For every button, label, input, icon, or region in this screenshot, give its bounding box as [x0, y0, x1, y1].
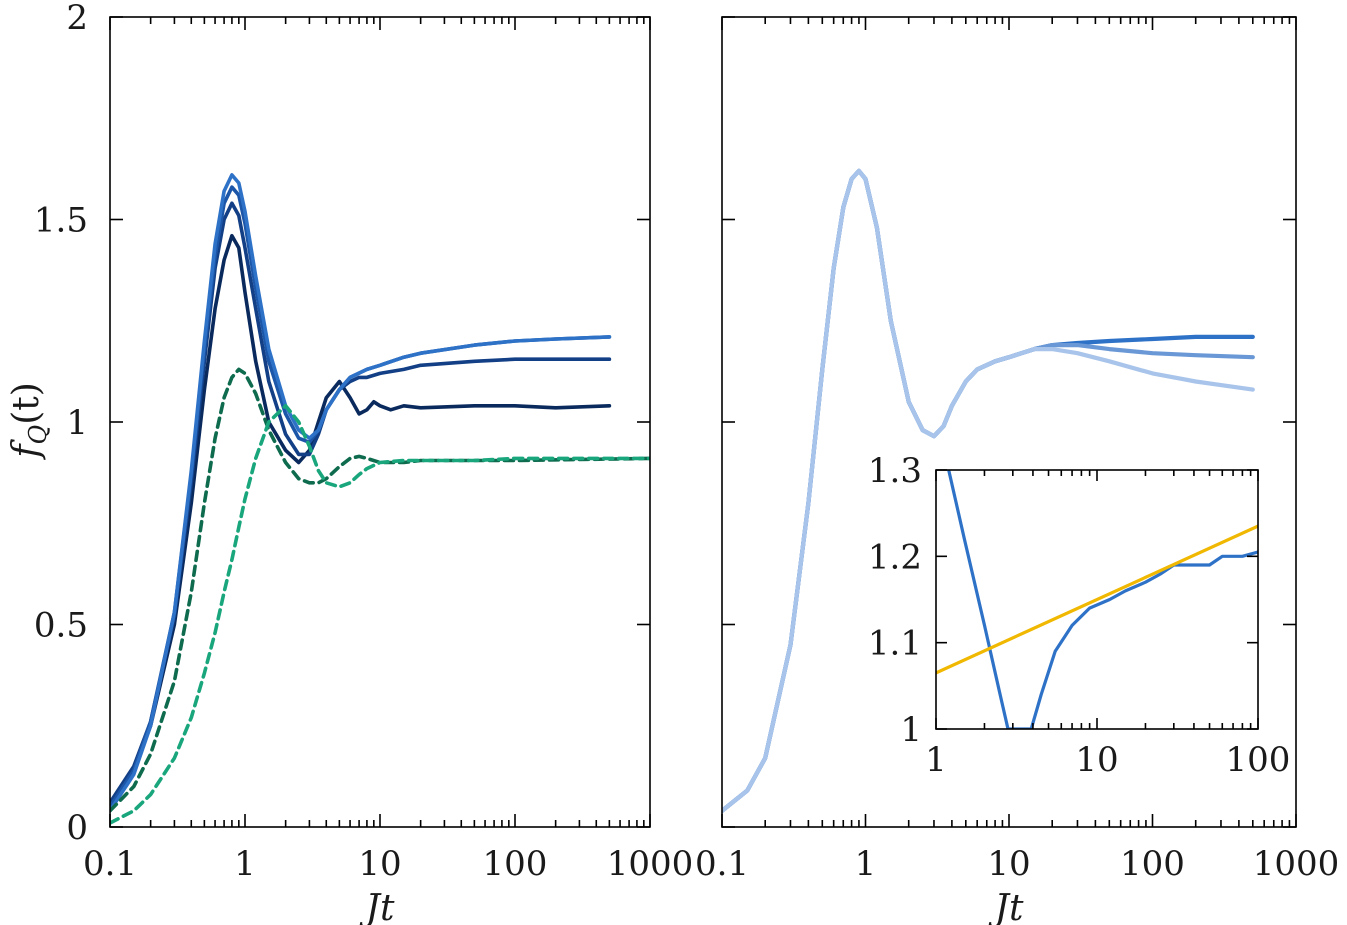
y-tick-label: 1.2	[868, 537, 922, 577]
x-tick-label: 1000	[607, 844, 694, 884]
x-tick-label: 100	[1226, 740, 1291, 780]
series-inset-data	[947, 470, 1258, 729]
y-tick-label: 2	[66, 0, 88, 38]
x-tick-label: 1	[925, 740, 947, 780]
x-tick-label: 10	[358, 844, 401, 884]
y-tick-label: 1	[900, 710, 922, 750]
x-tick-label: 0.1	[695, 844, 749, 884]
series-blue-3	[110, 185, 612, 809]
inset-panel: 1 10 100 1 1.1 1.2 1.3	[868, 451, 1291, 780]
x-axis-label: Jt	[988, 888, 1024, 925]
x-tick-label: 10	[987, 844, 1030, 884]
x-tick-label: 1	[234, 844, 256, 884]
y-tick-label: 1.3	[868, 451, 922, 491]
series-green-dark	[110, 367, 650, 813]
y-tick-label: 1.5	[34, 201, 88, 241]
x-tick-label: 100	[483, 844, 548, 884]
y-tick-label: 0.5	[34, 606, 88, 646]
series-inset-fit	[936, 524, 1258, 675]
y-tick-label: 1.1	[868, 624, 922, 664]
right-panel: 0.1 1 10 100 1000 Jt	[695, 16, 1340, 925]
left-panel: 0.1 1 10 100 1000 0 0.5 1 1.5 2 Jt fQ(t)	[6, 0, 693, 925]
x-tick-label: 1	[855, 844, 877, 884]
x-tick-label: 0.1	[83, 844, 137, 884]
y-axis-label: fQ(t)	[6, 382, 52, 461]
y-tick-label: 1	[66, 403, 88, 443]
series-green-light	[110, 404, 650, 825]
x-tick-label: 100	[1120, 844, 1185, 884]
x-tick-label: 10	[1075, 740, 1118, 780]
left-plot-frame	[109, 16, 651, 828]
series-blue-4	[110, 173, 612, 813]
series-right-light	[722, 168, 1255, 813]
series-blue-2	[110, 201, 612, 805]
x-axis-label: Jt	[359, 888, 395, 925]
y-tick-label: 0	[66, 808, 88, 848]
x-tick-label: 1000	[1253, 844, 1340, 884]
